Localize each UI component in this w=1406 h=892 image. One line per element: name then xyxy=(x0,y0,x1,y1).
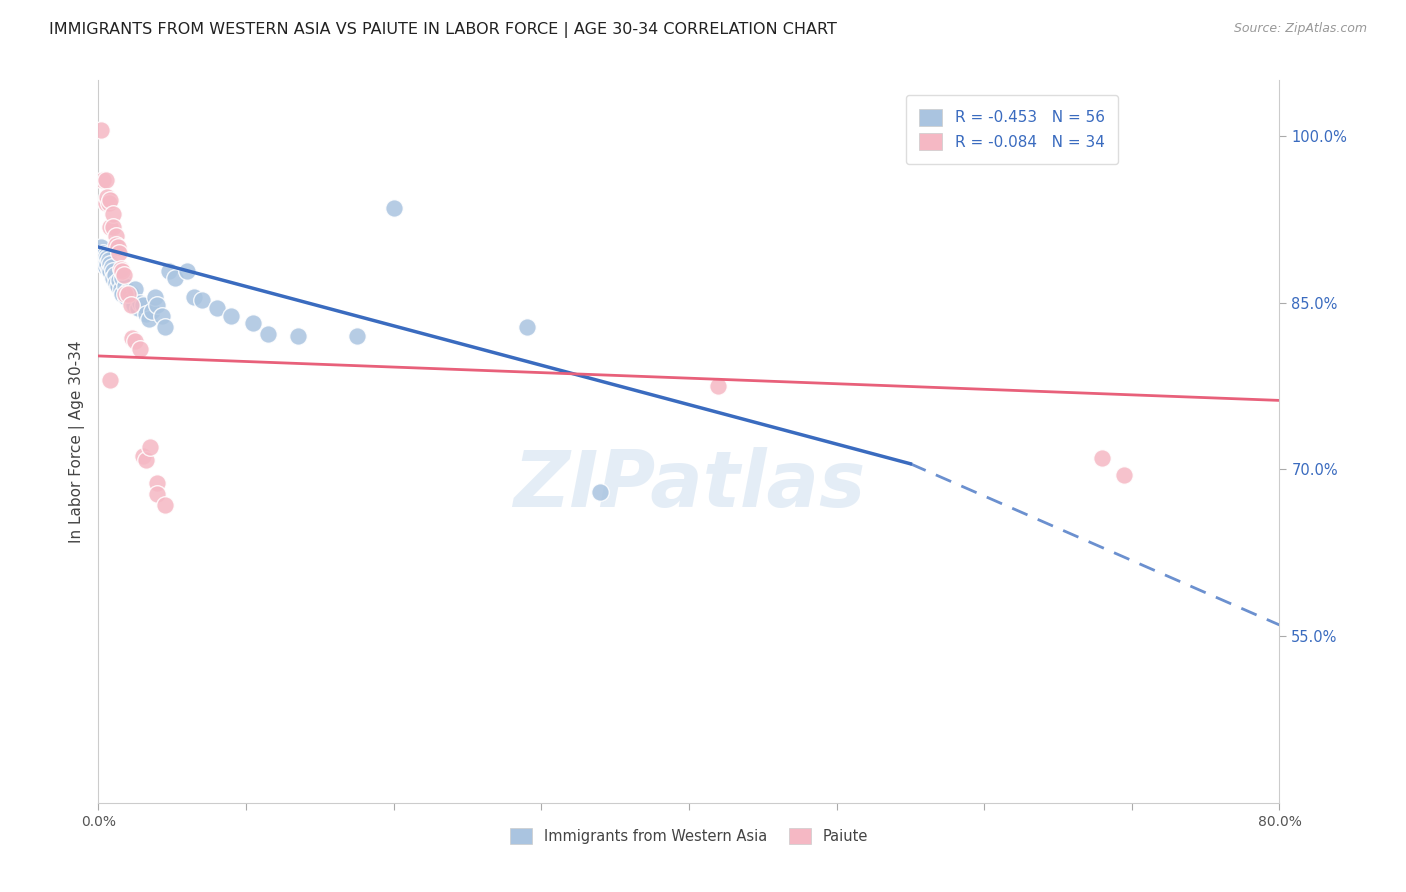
Point xyxy=(112,268,135,282)
Point xyxy=(111,286,134,301)
Point xyxy=(257,326,280,341)
Point xyxy=(90,251,112,265)
Point xyxy=(89,245,111,260)
Point xyxy=(98,219,121,234)
Point xyxy=(103,271,125,285)
Point xyxy=(115,290,138,304)
Point xyxy=(111,264,134,278)
Point xyxy=(121,331,143,345)
Point xyxy=(191,293,214,308)
Point xyxy=(94,195,117,210)
Point xyxy=(589,484,612,499)
Point xyxy=(117,286,139,301)
Point xyxy=(103,219,125,234)
Point xyxy=(141,304,163,318)
Point xyxy=(1091,451,1114,466)
Point xyxy=(120,286,142,301)
Point xyxy=(146,487,169,501)
Point xyxy=(183,290,205,304)
Point xyxy=(157,264,180,278)
Point xyxy=(114,279,136,293)
Point xyxy=(100,260,122,274)
Point xyxy=(516,320,538,334)
Point xyxy=(107,279,129,293)
Point xyxy=(98,194,121,208)
Point xyxy=(139,440,162,454)
Point xyxy=(98,264,121,278)
Point xyxy=(98,257,121,271)
Point xyxy=(132,449,155,463)
Point xyxy=(124,334,146,349)
Point xyxy=(382,201,405,215)
Point xyxy=(97,195,120,210)
Point xyxy=(94,249,117,263)
Point xyxy=(97,253,120,268)
Point xyxy=(90,123,112,137)
Point xyxy=(707,379,730,393)
Point xyxy=(153,320,176,334)
Point xyxy=(146,298,169,312)
Y-axis label: In Labor Force | Age 30-34: In Labor Force | Age 30-34 xyxy=(69,340,84,543)
Point xyxy=(103,207,125,221)
Point xyxy=(122,298,145,312)
Point xyxy=(128,295,150,310)
Point xyxy=(117,285,139,299)
Point xyxy=(94,173,117,187)
Point xyxy=(96,251,118,265)
Legend: Immigrants from Western Asia, Paiute: Immigrants from Western Asia, Paiute xyxy=(505,822,873,850)
Point xyxy=(132,298,155,312)
Point xyxy=(1032,123,1054,137)
Point xyxy=(90,240,112,254)
Point xyxy=(96,190,118,204)
Point xyxy=(107,240,129,254)
Point xyxy=(105,276,128,290)
Point xyxy=(91,257,114,271)
Point xyxy=(242,316,264,330)
Point xyxy=(127,301,149,315)
Point xyxy=(104,268,127,282)
Point xyxy=(94,260,117,274)
Point xyxy=(98,373,121,387)
Point xyxy=(205,301,228,315)
Point xyxy=(93,253,115,268)
Point xyxy=(97,262,120,277)
Point xyxy=(128,343,150,357)
Point xyxy=(1114,467,1136,482)
Point xyxy=(111,271,134,285)
Point xyxy=(91,173,114,187)
Point xyxy=(91,245,114,260)
Point xyxy=(176,264,198,278)
Point xyxy=(110,282,132,296)
Point xyxy=(110,262,132,277)
Point xyxy=(96,257,118,271)
Point xyxy=(150,309,173,323)
Point xyxy=(287,329,309,343)
Point xyxy=(346,329,368,343)
Point xyxy=(120,298,142,312)
Text: IMMIGRANTS FROM WESTERN ASIA VS PAIUTE IN LABOR FORCE | AGE 30-34 CORRELATION CH: IMMIGRANTS FROM WESTERN ASIA VS PAIUTE I… xyxy=(49,22,837,38)
Point xyxy=(108,273,131,287)
Point xyxy=(124,282,146,296)
Point xyxy=(138,312,160,326)
Text: ZIPatlas: ZIPatlas xyxy=(513,447,865,523)
Point xyxy=(105,228,128,243)
Point xyxy=(135,307,157,321)
Point xyxy=(135,453,157,467)
Point xyxy=(105,237,128,252)
Point xyxy=(121,293,143,308)
Point xyxy=(153,498,176,512)
Text: Source: ZipAtlas.com: Source: ZipAtlas.com xyxy=(1233,22,1367,36)
Point xyxy=(221,309,243,323)
Point xyxy=(146,475,169,490)
Point xyxy=(93,248,115,262)
Point xyxy=(165,271,187,285)
Point xyxy=(114,286,136,301)
Point xyxy=(103,264,125,278)
Point xyxy=(143,290,166,304)
Point xyxy=(108,245,131,260)
